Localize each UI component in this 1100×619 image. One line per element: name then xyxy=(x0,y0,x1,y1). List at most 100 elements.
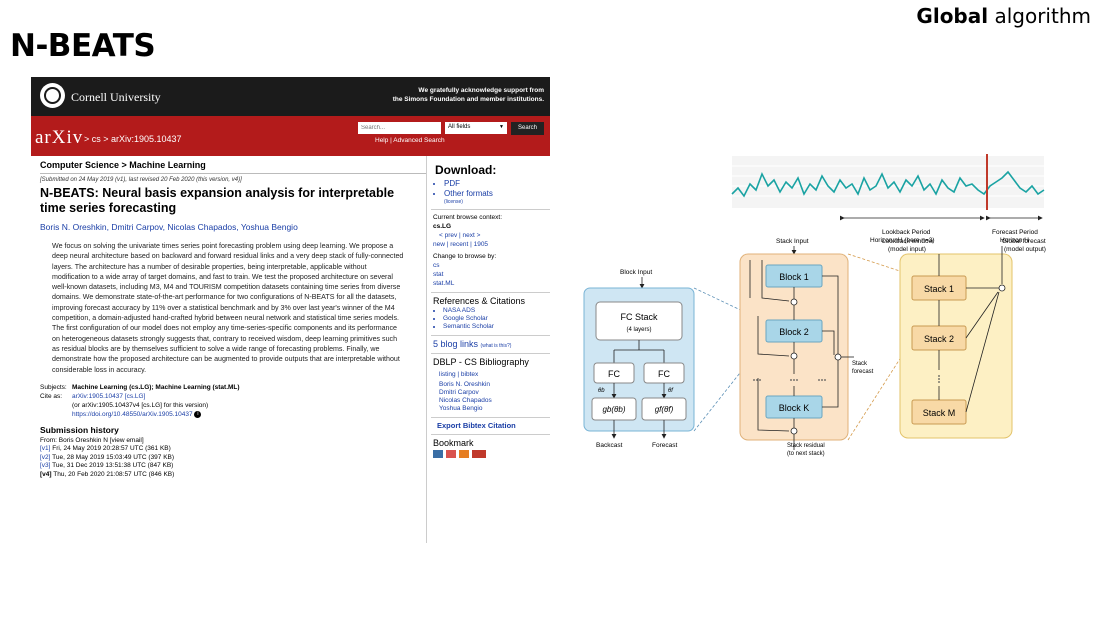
lookback-horizon-label: Horizon nH (here n=3) xyxy=(870,237,935,244)
stack-input-label: Stack Input xyxy=(776,238,809,245)
google-scholar-link[interactable]: Google Scholar xyxy=(443,315,550,323)
cite-row: Cite as: arXiv:1905.10437 [cs.LG] xyxy=(40,392,426,401)
stack-residual-label-2: (to next stack) xyxy=(787,451,825,457)
cornell-seal-icon[interactable] xyxy=(40,83,65,108)
stack-detail: Stack Input Block 1 Block 2 Block K xyxy=(739,238,874,457)
semantic-scholar-link[interactable]: Semantic Scholar xyxy=(443,323,550,331)
version-link[interactable]: [v3] xyxy=(40,462,51,470)
ack-line-1: We gratefully acknowledge support from xyxy=(418,87,544,94)
fc-layers-label: (4 layers) xyxy=(626,327,651,333)
pdf-link[interactable]: PDF xyxy=(444,179,550,189)
browse-context-label: Current browse context: xyxy=(433,214,503,221)
chevron-down-icon: ▼ xyxy=(499,124,504,130)
divider xyxy=(431,353,550,354)
bookmark-heading: Bookmark xyxy=(433,438,474,448)
license-link[interactable]: (license) xyxy=(444,199,463,205)
version-link[interactable]: [v2] xyxy=(40,453,51,461)
fc-label: FC xyxy=(608,369,620,379)
backcast-label: Backcast xyxy=(596,442,623,449)
fields-select-value: All fields xyxy=(448,124,471,130)
dblp-author-link[interactable]: Yoshua Bengio xyxy=(439,405,483,412)
support-ack: We gratefully acknowledge support from t… xyxy=(393,86,544,104)
paper-title: N-BEATS: Neural basis expansion analysis… xyxy=(40,186,395,215)
ellipsis-dots xyxy=(938,375,940,383)
theta-f-label: θf xyxy=(668,388,674,394)
info-icon[interactable]: i xyxy=(194,410,202,418)
divider xyxy=(431,292,550,293)
nasa-ads-link[interactable]: NASA ADS xyxy=(443,307,550,315)
dblp-authors: Boris N. Oreshkin Dmitri Carpov Nicolas … xyxy=(439,381,550,413)
subjects-row: Subjects: Machine Learning (cs.LG); Machi… xyxy=(40,383,426,392)
slide-title: N-BEATS xyxy=(10,28,156,64)
stack-forecast-label: Stack xyxy=(852,361,868,367)
cornell-name[interactable]: Cornell University xyxy=(71,90,161,104)
history-v2: [v2] Tue, 28 May 2019 15:03:49 UTC (397 … xyxy=(40,454,426,463)
stack-forecast-label-2: forecast xyxy=(852,369,874,375)
stack-2-label: Stack 2 xyxy=(924,334,954,344)
mendeley-icon[interactable] xyxy=(446,450,456,458)
dblp-heading[interactable]: DBLP - CS Bibliography xyxy=(433,357,529,367)
cite-label: Cite as: xyxy=(40,392,63,400)
bookmark-icons xyxy=(433,450,550,458)
cite-value[interactable]: arXiv:1905.10437 [cs.LG] xyxy=(72,392,146,400)
fc-stack-label: FC Stack xyxy=(620,312,658,322)
dblp-listing[interactable]: listing | bibtex xyxy=(439,371,479,378)
cite-version: (or arXiv:1905.10437v4 [cs.LG] for this … xyxy=(72,401,209,409)
series-background xyxy=(732,156,1044,208)
download-list: PDF Other formats xyxy=(444,179,550,199)
history-v1: [v1] Fri, 24 May 2019 20:28:57 UTC (361 … xyxy=(40,445,426,454)
blog-links-text: 5 blog links xyxy=(433,339,479,349)
doi-link[interactable]: https://doi.org/10.48550/arXiv.1905.1043… xyxy=(72,410,426,419)
block-input-label: Block Input xyxy=(620,269,652,276)
arxiv-page: Cornell University We gratefully acknowl… xyxy=(31,77,550,543)
authors-list[interactable]: Boris N. Oreshkin, Dmitri Carpov, Nicola… xyxy=(40,222,298,232)
residual-node xyxy=(790,427,798,435)
search-button[interactable]: Search xyxy=(511,122,544,135)
browse-cs-link[interactable]: cs xyxy=(433,262,440,269)
version-date: Tue, 31 Dec 2019 13:51:38 UTC (847 KB) xyxy=(50,462,174,470)
block-2-label: Block 2 xyxy=(779,327,809,337)
gb-label: gb(θb) xyxy=(602,405,625,414)
lookback-period-label: Lookback Period xyxy=(882,229,931,236)
category-heading: Computer Science > Machine Learning xyxy=(40,160,206,170)
model-wiring xyxy=(938,246,1003,413)
help-links[interactable]: Help | Advanced Search xyxy=(375,137,445,144)
fields-select[interactable]: All fields ▼ xyxy=(445,122,507,134)
fc-label: FC xyxy=(658,369,670,379)
download-heading: Download: xyxy=(435,163,497,177)
dblp-author-link[interactable]: Boris N. Oreshkin xyxy=(439,381,490,388)
divider xyxy=(431,417,550,418)
science-wise-icon[interactable] xyxy=(472,450,486,458)
sum-nodes xyxy=(790,298,842,435)
block-1-label: Block 1 xyxy=(779,272,809,282)
subjects-value: Machine Learning (cs.LG); Machine Learni… xyxy=(72,383,240,391)
browse-statml-link[interactable]: stat.ML xyxy=(433,280,455,287)
bibsonomy-icon[interactable] xyxy=(433,450,443,458)
change-browse-label: Change to browse by: xyxy=(433,253,497,260)
prev-next-links[interactable]: < prev | next > xyxy=(439,232,481,239)
dblp-author-link[interactable]: Nicolas Chapados xyxy=(439,397,492,404)
blog-links[interactable]: 5 blog links (what is this?) xyxy=(433,339,550,349)
corner-bold: Global xyxy=(916,4,989,28)
abstract-main: Computer Science > Machine Learning [Sub… xyxy=(31,156,426,479)
breadcrumb[interactable]: > cs > arXiv:1905.10437 xyxy=(84,134,182,144)
residual-node xyxy=(790,352,798,360)
export-bibtex-link[interactable]: Export Bibtex Citation xyxy=(437,421,516,430)
arxiv-logo[interactable]: arXiv xyxy=(35,127,84,148)
version-link[interactable]: [v1] xyxy=(40,445,51,453)
new-recent-links[interactable]: new | recent | 1905 xyxy=(433,241,489,248)
dblp-author-link[interactable]: Dmitri Carpov xyxy=(439,389,479,396)
model-input-label: (model input) xyxy=(888,246,926,253)
history-v4: [v4] Thu, 20 Feb 2020 21:08:57 UTC (846 … xyxy=(40,471,426,480)
submitted-date: [Submitted on 24 May 2019 (v1), last rev… xyxy=(40,177,242,183)
version-date: Fri, 24 May 2019 20:28:57 UTC (361 KB) xyxy=(50,445,171,453)
history-heading: Submission history xyxy=(40,424,119,435)
reddit-icon[interactable] xyxy=(459,450,469,458)
browse-stat-link[interactable]: stat xyxy=(433,271,444,278)
forecast-period-label: Forecast Period xyxy=(992,229,1038,236)
whats-this-link[interactable]: (what is this?) xyxy=(480,343,512,349)
other-formats-link[interactable]: Other formats xyxy=(444,189,550,199)
forecast-horizon-label: Horizon H xyxy=(1000,237,1029,244)
search-input[interactable] xyxy=(358,122,441,134)
